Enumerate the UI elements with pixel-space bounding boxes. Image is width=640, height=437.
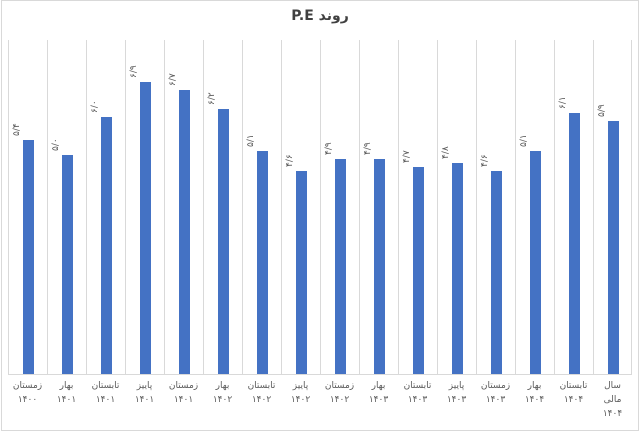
bar-value-label: ۶/۹ bbox=[129, 65, 139, 78]
x-axis-label: تابستان ۱۴۰۲ bbox=[247, 381, 276, 405]
x-axis-label: بهار ۱۴۰۴ bbox=[524, 381, 545, 405]
plot-area: ۵/۴ ۵/۰ ۶/۰ ۶/۹ ۶/۷ ۶/۲ ۵/۱ ۴/۶ ۴/۹ ۴/۹ ۴/۷ ۴/۸ ۴/۶ ۵… bbox=[8, 40, 632, 375]
plot-column: ۴/۶ bbox=[281, 40, 320, 374]
x-axis-label: زمستان ۱۴۰۲ bbox=[324, 381, 355, 405]
bar bbox=[413, 167, 424, 374]
bar-value-label: ۵/۱ bbox=[246, 134, 256, 147]
plot-column: ۴/۶ bbox=[476, 40, 515, 374]
plot-column: ۴/۷ bbox=[398, 40, 437, 374]
bar-value-label: ۵/۴ bbox=[12, 123, 22, 136]
bar-value-label: ۴/۷ bbox=[402, 150, 412, 163]
plot-column: ۶/۰ bbox=[86, 40, 125, 374]
x-axis-label: تابستان ۱۴۰۴ bbox=[559, 381, 588, 405]
bar bbox=[491, 171, 502, 374]
bar bbox=[218, 109, 229, 374]
x-axis-label: زمستان ۱۴۰۰ bbox=[12, 381, 43, 405]
bar bbox=[530, 151, 541, 374]
bar-value-label: ۵/۱ bbox=[519, 134, 529, 147]
plot-column: ۶/۷ bbox=[164, 40, 203, 374]
bar-value-label: ۶/۲ bbox=[207, 92, 217, 105]
x-axis-label: بهار ۱۴۰۱ bbox=[56, 381, 77, 405]
bar bbox=[569, 113, 580, 374]
bar-value-label: ۴/۹ bbox=[324, 142, 334, 155]
x-axis-label: پاییز ۱۴۰۲ bbox=[290, 381, 311, 405]
x-axis: زمستان ۱۴۰۰ بهار ۱۴۰۱ تابستان ۱۴۰۱ پاییز ۱۴۰۱ زم… bbox=[8, 379, 632, 421]
bar bbox=[257, 151, 268, 374]
x-axis-label: تابستان ۱۴۰۱ bbox=[91, 381, 120, 405]
bar bbox=[179, 90, 190, 374]
plot-column: ۴/۸ bbox=[437, 40, 476, 374]
bar bbox=[140, 82, 151, 374]
bar bbox=[101, 117, 112, 374]
bar-value-label: ۶/۱ bbox=[558, 96, 568, 109]
x-axis-label: بهار ۱۴۰۳ bbox=[368, 381, 389, 405]
bar bbox=[335, 159, 346, 374]
bar bbox=[296, 171, 307, 374]
plot-column: ۶/۲ bbox=[203, 40, 242, 374]
bar-value-label: ۶/۷ bbox=[168, 73, 178, 86]
x-axis-label: زمستان ۱۴۰۳ bbox=[480, 381, 511, 405]
plot-column: ۵/۰ bbox=[47, 40, 86, 374]
x-axis-label: پاییز ۱۴۰۳ bbox=[446, 381, 467, 405]
x-axis-label: پاییز ۱۴۰۱ bbox=[134, 381, 155, 405]
bar-value-label: ۴/۸ bbox=[441, 146, 451, 159]
plot-column: ۴/۹ bbox=[320, 40, 359, 374]
chart-title: روند P.E bbox=[291, 8, 349, 24]
bar bbox=[62, 155, 73, 374]
bar-value-label: ۴/۶ bbox=[480, 154, 490, 167]
plot-column: ۵/۴ bbox=[8, 40, 47, 374]
bar-value-label: ۴/۶ bbox=[285, 154, 295, 167]
bar bbox=[23, 140, 34, 374]
bar bbox=[452, 163, 463, 374]
bar-value-label: ۵/۹ bbox=[597, 104, 607, 117]
bar-value-label: ۵/۰ bbox=[51, 138, 61, 151]
plot-column: ۵/۱ bbox=[515, 40, 554, 374]
x-axis-label: تابستان ۱۴۰۳ bbox=[403, 381, 432, 405]
plot-column: ۶/۱ bbox=[554, 40, 593, 374]
x-axis-label: زمستان ۱۴۰۱ bbox=[168, 381, 199, 405]
plot-column: ۴/۹ bbox=[359, 40, 398, 374]
bar-value-label: ۴/۹ bbox=[363, 142, 373, 155]
bar bbox=[608, 121, 619, 374]
bar bbox=[374, 159, 385, 374]
x-axis-label: سال مالی ۱۴۰۴ bbox=[602, 381, 623, 419]
plot-column: ۵/۹ bbox=[593, 40, 632, 374]
x-axis-label: بهار ۱۴۰۲ bbox=[212, 381, 233, 405]
plot-column: ۵/۱ bbox=[242, 40, 281, 374]
plot-column: ۶/۹ bbox=[125, 40, 164, 374]
bar-value-label: ۶/۰ bbox=[90, 100, 100, 113]
